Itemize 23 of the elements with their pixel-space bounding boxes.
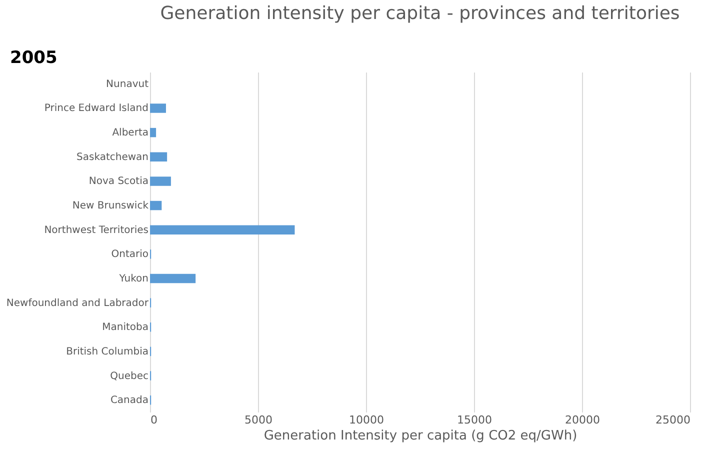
x-axis-title: Generation Intensity per capita (g CO2 eq/GWh) [264,428,578,444]
y-tick-label: Prince Edward Island [44,103,148,114]
x-tick-label: 10000 [349,414,384,426]
x-tick-label: 5000 [244,414,272,426]
chart-title: Generation intensity per capita - provinces and territories [160,3,680,24]
y-tick-label: Nova Scotia [88,176,148,188]
y-tick-label: British Columbia [66,346,148,358]
y-tick-label: New Brunswick [72,200,149,212]
y-tick-label: Alberta [112,128,148,139]
y-tick-label: Northwest Territories [44,224,148,236]
y-tick-label: Saskatchewan [76,152,148,163]
y-tick-label: Nunavut [106,78,149,90]
y-tick-label: Manitoba [102,322,148,334]
y-tick-label: Canada [110,395,148,406]
x-tick-label: 25000 [656,414,690,426]
x-tick-label: 20000 [565,414,600,426]
y-tick-label: Yukon [118,273,148,284]
x-tick-label: 15000 [457,414,492,426]
x-tick-label: 0 [150,414,158,426]
text: 2005 [10,48,58,68]
y-tick-label: Quebec [110,370,148,382]
y-tick-label: Ontario [111,249,148,260]
y-tick-label: Newfoundland and Labrador [6,298,150,309]
